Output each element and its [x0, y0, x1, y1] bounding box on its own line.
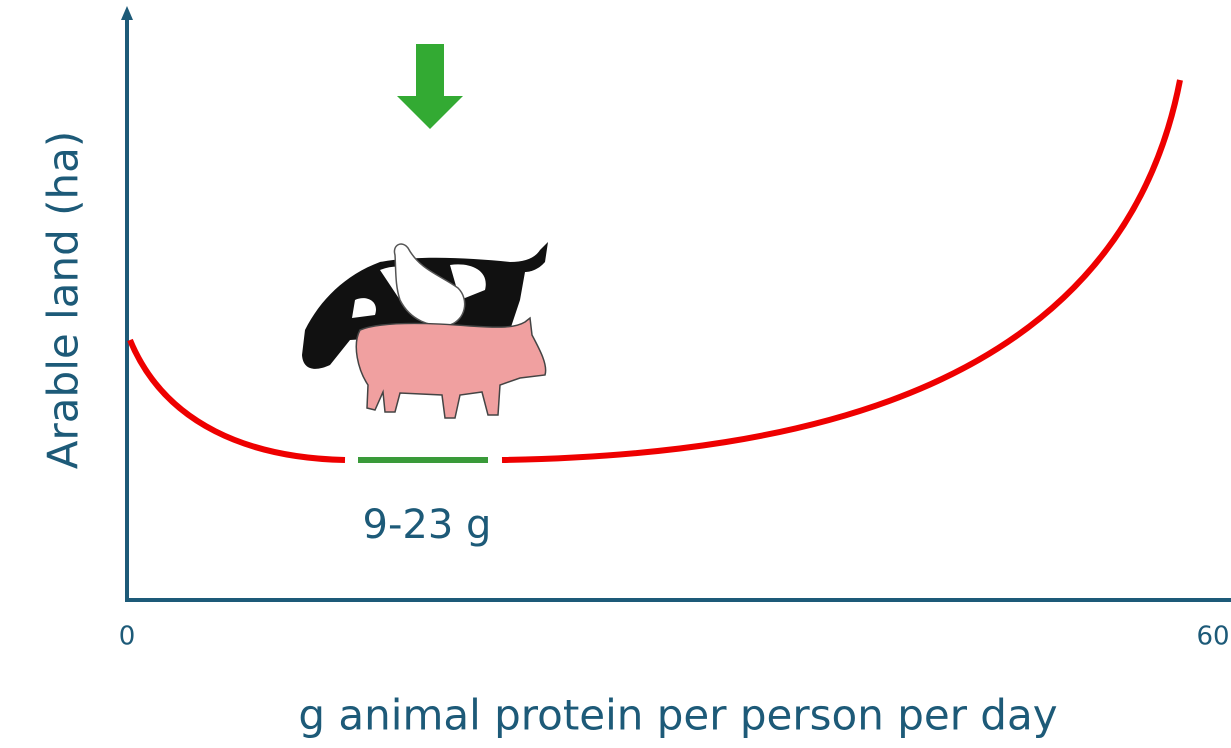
y-axis-arrow [121, 6, 133, 20]
x-tick-label: 0 [119, 622, 136, 652]
x-tick-label: 60 [1196, 622, 1229, 652]
down-arrow [397, 44, 463, 129]
x-axis-label: g animal protein per person per day [298, 691, 1057, 740]
chart: Arable land (ha) g animal protein per pe… [0, 0, 1231, 748]
page: Arable land (ha) g animal protein per pe… [0, 0, 1231, 748]
y-axis-label: Arable land (ha) [39, 131, 88, 469]
curve [502, 80, 1180, 460]
animals-illustration [302, 242, 548, 418]
annotation: 9-23 g [363, 502, 492, 548]
